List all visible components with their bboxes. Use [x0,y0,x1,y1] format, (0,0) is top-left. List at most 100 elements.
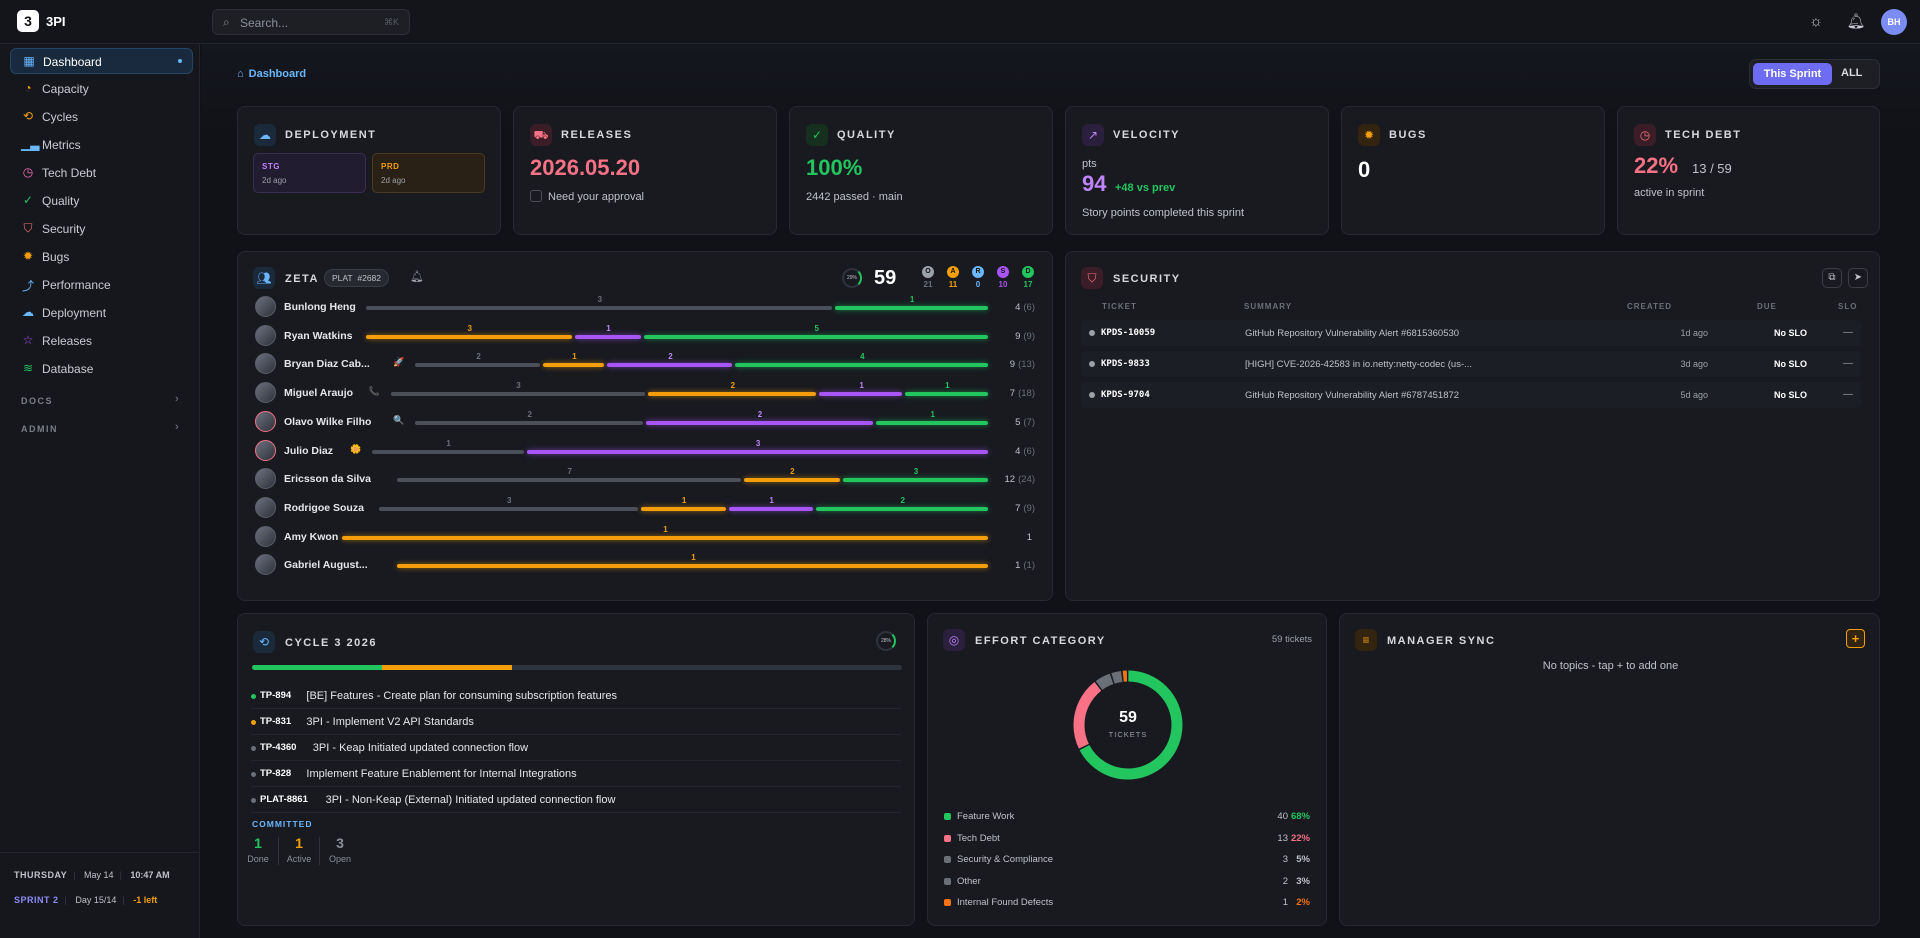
this-sprint-button[interactable]: This Sprint [1753,63,1832,85]
status-pill-s[interactable]: S [997,266,1009,278]
member-bar-segment [644,334,988,339]
sidebar-item-cycles[interactable]: ⟲ Cycles [10,104,193,130]
quality-card[interactable]: ✓ QUALITY 100% 2442 passed · main [789,106,1053,235]
legend-pct: 22% [1290,832,1310,844]
cycle-ticket[interactable]: TP-831 3PI - Implement V2 API Standards [251,711,901,735]
member-name[interactable]: Amy Kwon [284,530,339,543]
deployment-card[interactable]: ☁ DEPLOYMENT STG 2d ago PRD 2d ago [237,106,501,235]
search-input[interactable]: Search... [240,16,289,30]
chevron-right-icon[interactable]: › [175,393,179,405]
status-pill-a[interactable]: A [947,266,959,278]
member-name[interactable]: Olavo Wilke Filho [284,415,372,428]
stg-env[interactable]: STG 2d ago [253,153,366,193]
legend-item[interactable]: Other 2 3% [944,875,1310,889]
chevron-right-icon[interactable]: › [175,421,179,433]
search-box[interactable]: ⌕ Search... ⌘K [212,9,410,35]
ticket-id[interactable]: TP-894 [260,690,292,701]
ticket-id[interactable]: KPDS-10059 [1101,328,1156,338]
member-name[interactable]: Miguel Araujo [284,387,354,400]
ticket-created: 3d ago [1680,359,1708,369]
add-topic-button[interactable]: + [1846,629,1865,648]
cycle-ticket[interactable]: PLAT-8861 3PI - Non-Keap (External) Initi… [251,789,901,813]
legend-item[interactable]: Tech Debt 13 22% [944,832,1310,846]
col-created[interactable]: CREATED [1627,302,1673,311]
table-row[interactable]: KPDS-9833 [HIGH] CVE-2026-42583 in io.net… [1081,351,1861,377]
releases-card[interactable]: ⛟ RELEASES 2026.05.20 Need your approval [513,106,777,235]
cycle-ticket[interactable]: TP-4360 3PI - Keap Initiated updated conn… [251,737,901,761]
sidebar-item-database[interactable]: ≋ Database [10,356,193,382]
tech-debt-card[interactable]: ◷ TECH DEBT 22% 13 / 59 active in sprint [1617,106,1880,235]
approval-checkbox[interactable] [530,190,542,202]
send-icon[interactable]: ➤ [1848,268,1868,288]
team-tag[interactable]: PLAT #2682 [324,269,390,287]
ticket-id[interactable]: TP-831 [260,716,292,727]
breadcrumb-dashboard[interactable]: Dashboard [248,68,307,80]
avatar[interactable] [255,410,276,432]
cycle-ticket[interactable]: TP-828 Implement Feature Enablement for I… [251,763,901,787]
sidebar-item-capacity[interactable]: ◔ Capacity [10,76,193,102]
col-slo[interactable]: SLO [1838,302,1858,311]
member-name[interactable]: Julio Diaz [284,444,334,457]
member-name[interactable]: Ryan Watkins [284,329,353,342]
nav-section-admin[interactable]: ADMIN [21,424,58,434]
avatar[interactable] [255,525,276,547]
avatar[interactable] [255,296,276,317]
breadcrumb[interactable]: ⌂ Dashboard [237,68,306,80]
avatar[interactable] [255,324,276,346]
col-due[interactable]: DUE [1757,302,1777,311]
theme-toggle-icon[interactable]: ☼ [1809,13,1823,30]
ticket-id[interactable]: TP-828 [260,768,292,779]
bell-icon[interactable]: 🔔︎ [1846,13,1866,30]
member-name[interactable]: Bryan Diaz Cab... [284,358,370,371]
col-ticket[interactable]: TICKET [1102,302,1137,311]
table-row[interactable]: KPDS-9704 GitHub Repository Vulnerability… [1081,382,1861,408]
external-link-icon[interactable]: ⧉ [1822,268,1842,288]
member-name[interactable]: Ericsson da Silva [284,473,371,486]
velocity-card[interactable]: ↗ VELOCITY pts 94 +48 vs prev Story poin… [1065,106,1329,235]
table-row[interactable]: KPDS-10059 GitHub Repository Vulnerabilit… [1081,320,1861,346]
sidebar-item-releases[interactable]: ☆ Releases [10,328,193,354]
sidebar-item-metrics[interactable]: ▁▃ Metrics [10,132,193,158]
legend-count: 13 [1277,832,1288,844]
ticket-id[interactable]: KPDS-9704 [1101,390,1150,400]
user-avatar[interactable]: BH [1881,9,1907,35]
deployment-title: DEPLOYMENT [285,129,377,141]
avatar[interactable] [255,554,276,576]
legend-item[interactable]: Feature Work 40 68% [944,810,1310,824]
donut-slice-tech-debt[interactable] [1073,670,1183,780]
avatar[interactable] [255,468,276,490]
cycle-ticket[interactable]: TP-894 [BE] Features - Create plan for co… [251,685,901,709]
legend-item[interactable]: Internal Found Defects 1 2% [944,896,1310,910]
app-logo[interactable]: 3 [17,10,39,32]
sidebar-item-dashboard[interactable]: ▦ Dashboard [10,48,193,74]
avatar[interactable] [255,382,276,404]
ticket-id[interactable]: PLAT-8861 [260,794,308,805]
member-bar-segment [842,478,988,483]
avatar[interactable] [255,496,276,518]
sidebar-item-quality[interactable]: ✓ Quality [10,188,193,214]
member-name[interactable]: Rodrigoe Souza [284,501,364,514]
sidebar-item-bugs[interactable]: ✹ Bugs [10,244,193,270]
status-pill-d[interactable]: D [1022,266,1034,278]
ticket-id[interactable]: TP-4360 [260,742,297,753]
nav-section-docs[interactable]: DOCS [21,396,54,406]
donut-slice-feature-work[interactable] [1073,670,1183,780]
ticket-id[interactable]: KPDS-9833 [1101,359,1150,369]
divider [319,837,320,865]
bugs-card[interactable]: ✹ BUGS 0 [1341,106,1605,235]
member-name[interactable]: Gabriel August... [284,559,368,572]
all-button[interactable]: ALL [1841,67,1863,79]
sidebar-item-performance[interactable]: ⤴ Performance [10,272,193,298]
sidebar-item-security[interactable]: ⛉ Security [10,216,193,242]
legend-item[interactable]: Security & Compliance 3 5% [944,853,1310,867]
sidebar-item-tech-debt[interactable]: ◷ Tech Debt [10,160,193,186]
sidebar-item-deployment[interactable]: ☁ Deployment [10,300,193,326]
prd-env[interactable]: PRD 2d ago [372,153,485,193]
avatar[interactable] [255,439,276,461]
avatar[interactable] [255,353,276,375]
status-pill-r[interactable]: R [972,266,984,278]
member-name[interactable]: Bunlong Heng [284,301,356,313]
col-summary[interactable]: SUMMARY [1244,302,1293,311]
bell-icon[interactable]: 🔔︎ [410,271,424,283]
status-pill-o[interactable]: O [922,266,934,278]
